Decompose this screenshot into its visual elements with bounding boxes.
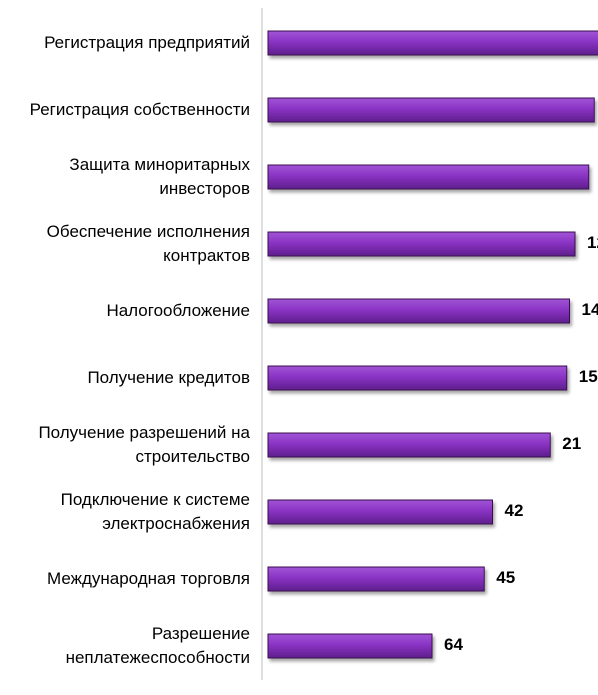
bar (268, 31, 598, 55)
value-label: 64 (444, 635, 463, 655)
category-label: Регистрация предприятий (0, 31, 250, 55)
category-label: Разрешение неплатежеспособности (0, 622, 250, 670)
category-label: Регистрация собственности (0, 98, 250, 122)
value-label: 21 (562, 434, 581, 454)
value-label: 14 (582, 300, 598, 320)
bar (268, 500, 493, 524)
category-label: Получение разрешений на строительство (0, 421, 250, 469)
bar (268, 634, 432, 658)
category-label: Защита миноритарных инвесторов (0, 153, 250, 201)
bar (268, 433, 550, 457)
bar (268, 98, 594, 122)
category-label: Получение кредитов (0, 366, 250, 390)
category-label: Международная торговля (0, 567, 250, 591)
bar (268, 299, 570, 323)
bar (268, 366, 567, 390)
value-label: 45 (496, 568, 515, 588)
bar (268, 165, 589, 189)
value-label: 15 (579, 367, 598, 387)
bar (268, 567, 484, 591)
value-label: 12 (587, 233, 598, 253)
bar (268, 232, 575, 256)
category-label: Обеспечение исполнения контрактов (0, 220, 250, 268)
category-label: Подключение к системе электроснабжения (0, 488, 250, 536)
value-label: 42 (505, 501, 524, 521)
category-label: Налогообложение (0, 299, 250, 323)
